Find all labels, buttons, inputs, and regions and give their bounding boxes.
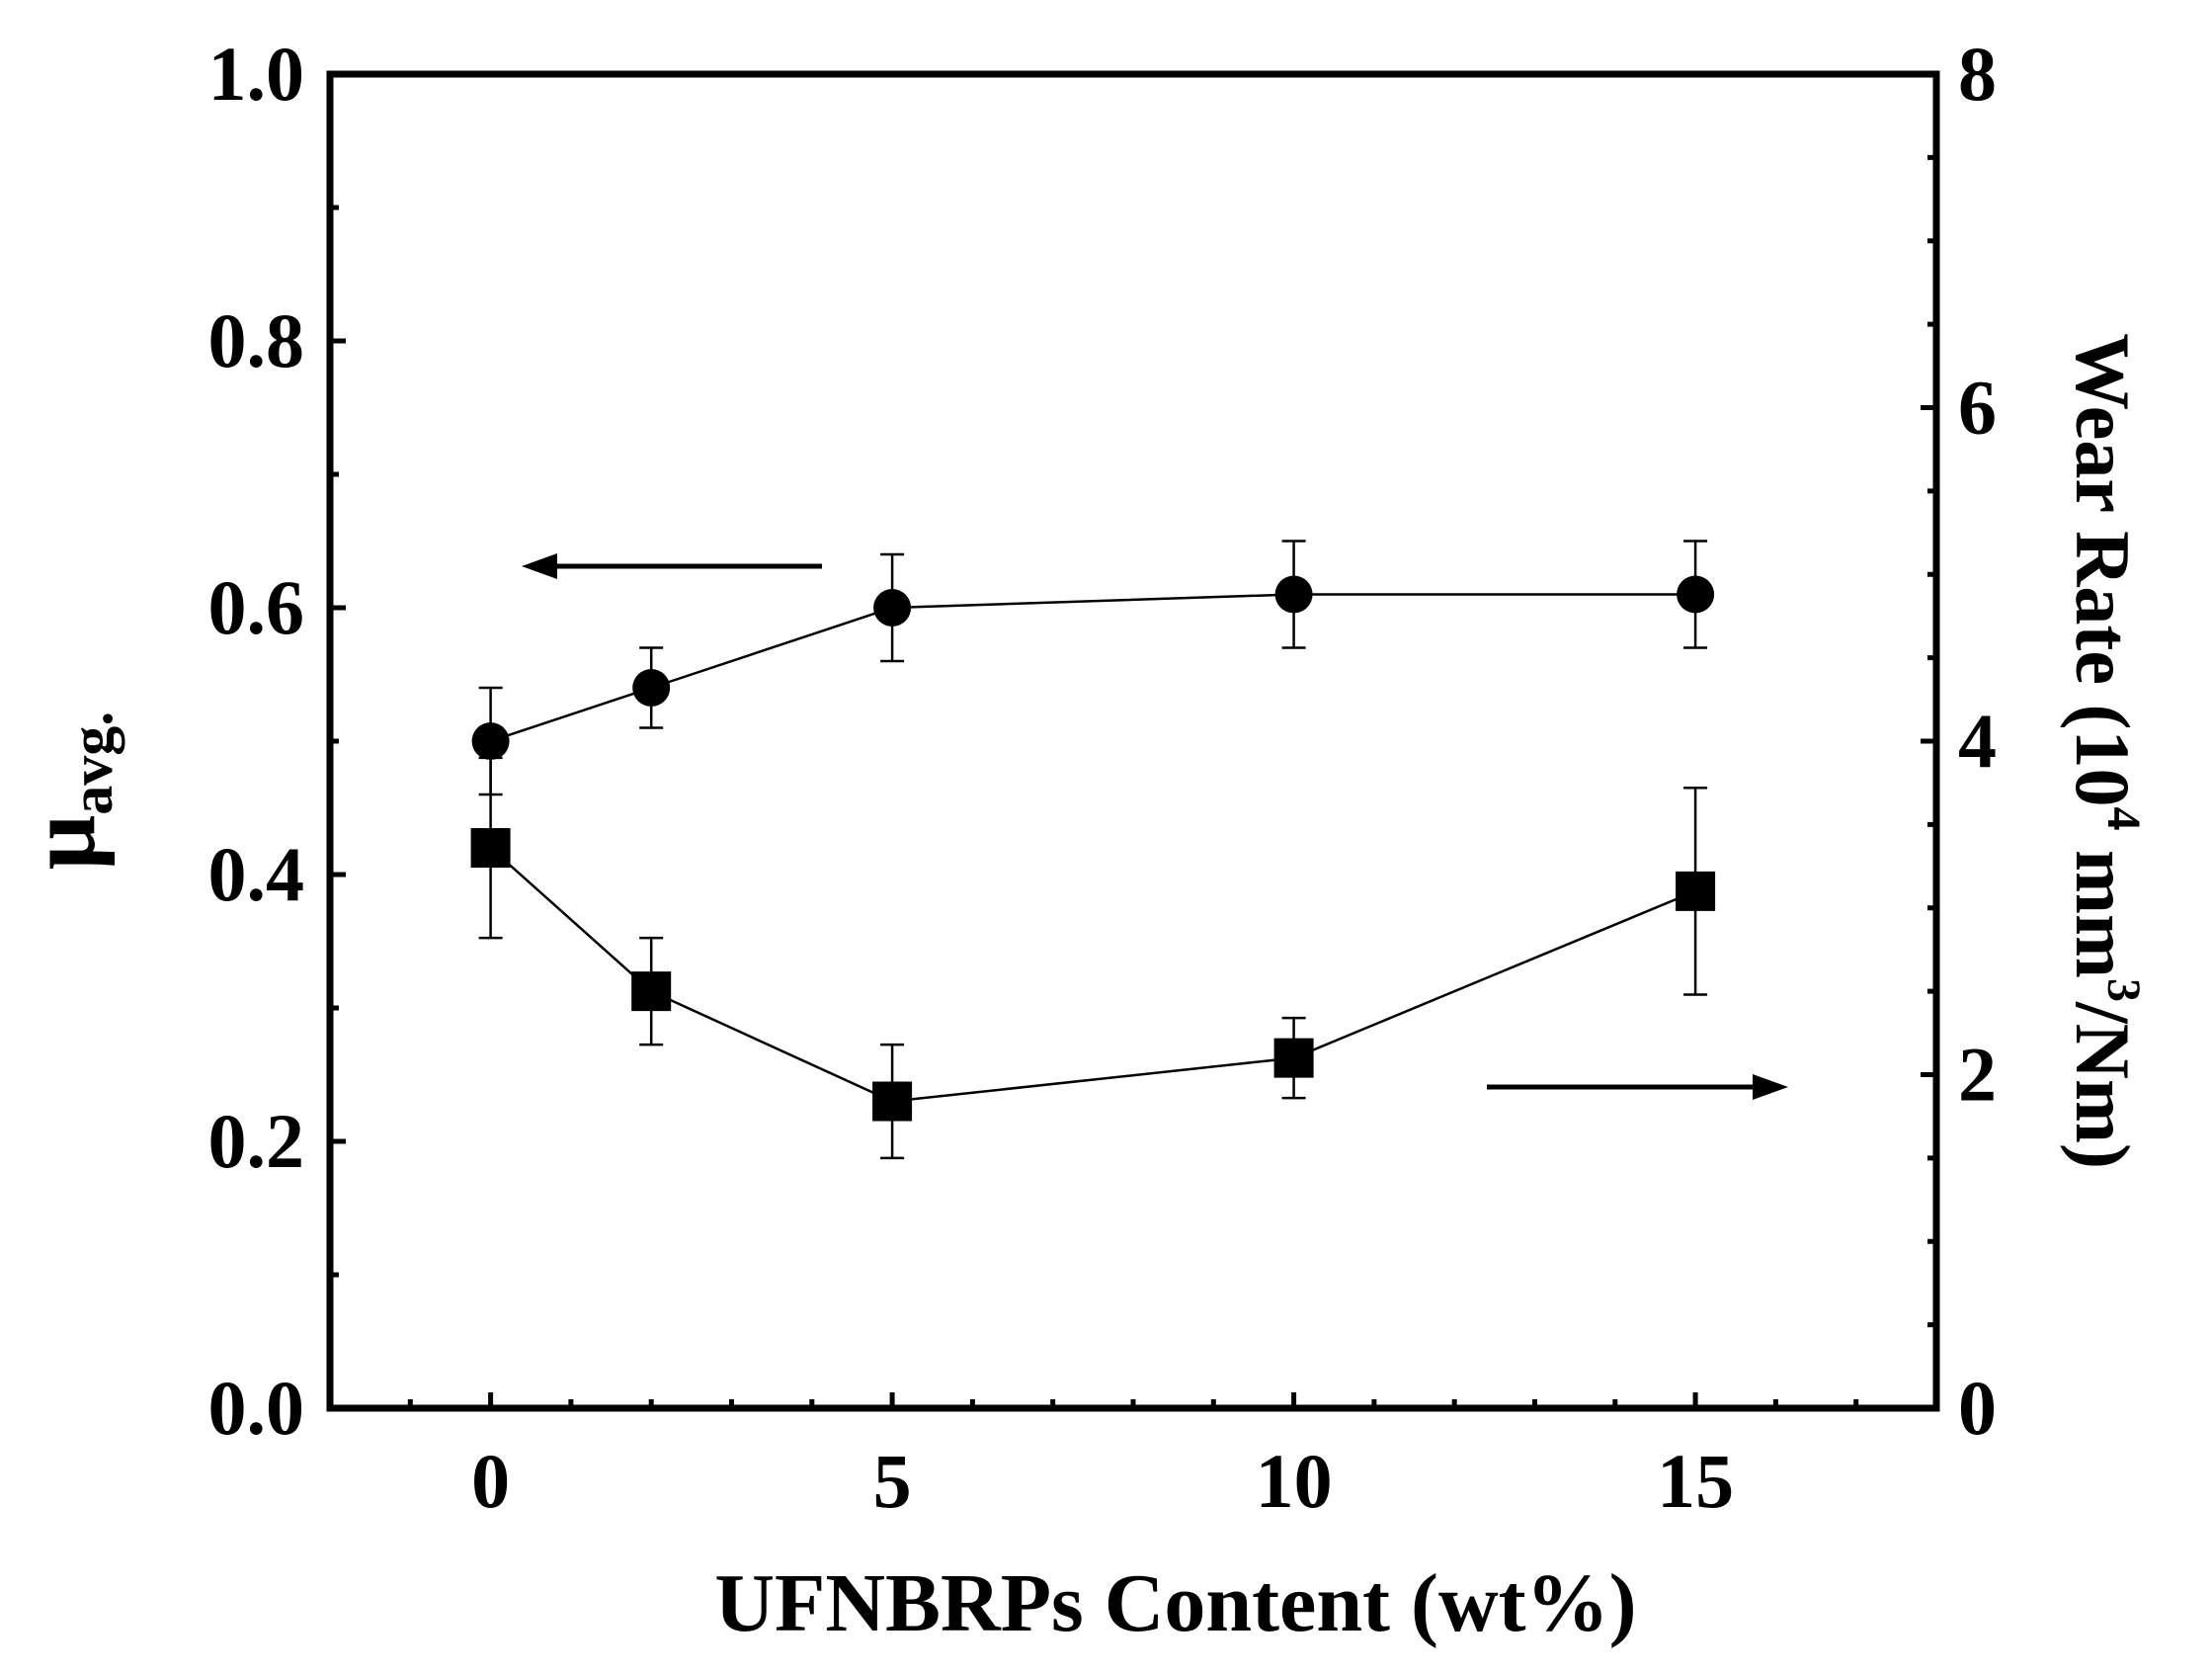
svg-text:Wear Rate (104 mm3/Nm): Wear Rate (104 mm3/Nm) xyxy=(2060,333,2150,1169)
left-axis-title-sub: avg. xyxy=(59,711,124,815)
data-point-circle xyxy=(1274,575,1313,614)
x-tick-label: 15 xyxy=(1657,1438,1734,1524)
ticks: 0 5 10 15 0.0 0.2 0.4 0.6 0.8 1.0 0 2 4 6 8 xyxy=(208,31,1998,1524)
right-y-tick-label: 8 xyxy=(1958,31,1997,117)
right-y-tick-label: 2 xyxy=(1958,1032,1997,1118)
arrow-head xyxy=(1753,1074,1788,1100)
left-axis-title: μavg. xyxy=(9,711,124,871)
data-point-circle xyxy=(873,589,912,627)
right-y-tick-label: 0 xyxy=(1958,1365,1997,1451)
left-y-tick-label: 0.6 xyxy=(208,564,305,650)
left-y-tick-label: 1.0 xyxy=(208,31,305,117)
x-tick-label: 5 xyxy=(873,1438,912,1524)
left-y-tick-label: 0.2 xyxy=(208,1098,305,1184)
series-square xyxy=(470,756,1716,1160)
right-y-tick-label: 4 xyxy=(1958,698,1997,784)
data-point-circle xyxy=(632,669,671,707)
x-tick-label: 10 xyxy=(1256,1438,1333,1524)
arrow-right xyxy=(1487,1074,1788,1100)
right-axis-title: Wear Rate (104 mm3/Nm) xyxy=(2060,333,2150,1169)
arrow-left xyxy=(522,553,822,579)
right-axis-title-sup1: 4 xyxy=(2097,807,2150,831)
left-y-tick-label: 0.4 xyxy=(208,831,305,917)
plot-frame xyxy=(326,70,1940,1412)
right-y-tick-label: 6 xyxy=(1958,365,1997,451)
arrow-head xyxy=(522,553,557,579)
series-layer xyxy=(470,540,1716,1160)
right-axis-title-end: /Nm) xyxy=(2060,1001,2146,1169)
left-axis-title-main: μ xyxy=(9,815,116,871)
x-axis-title: UFNBRPs Content (wt%) xyxy=(714,1557,1636,1649)
data-point-square xyxy=(1273,1038,1314,1078)
right-axis-title-sup2: 3 xyxy=(2097,978,2150,1002)
svg-text:μavg.: μavg. xyxy=(9,711,124,871)
data-point-square xyxy=(470,828,511,868)
right-axis-title-mid: mm xyxy=(2060,831,2146,978)
series-circle xyxy=(471,540,1715,796)
data-point-circle xyxy=(471,722,510,760)
x-tick-label: 0 xyxy=(471,1438,510,1524)
left-y-tick-label: 0.0 xyxy=(208,1365,305,1451)
arrows xyxy=(522,553,1788,1100)
right-axis-title-main: Wear Rate (10 xyxy=(2060,333,2146,806)
data-point-square xyxy=(631,971,672,1012)
data-point-square xyxy=(872,1081,913,1122)
data-point-circle xyxy=(1677,575,1715,614)
left-y-tick-label: 0.8 xyxy=(208,297,305,383)
data-point-square xyxy=(1676,871,1716,911)
